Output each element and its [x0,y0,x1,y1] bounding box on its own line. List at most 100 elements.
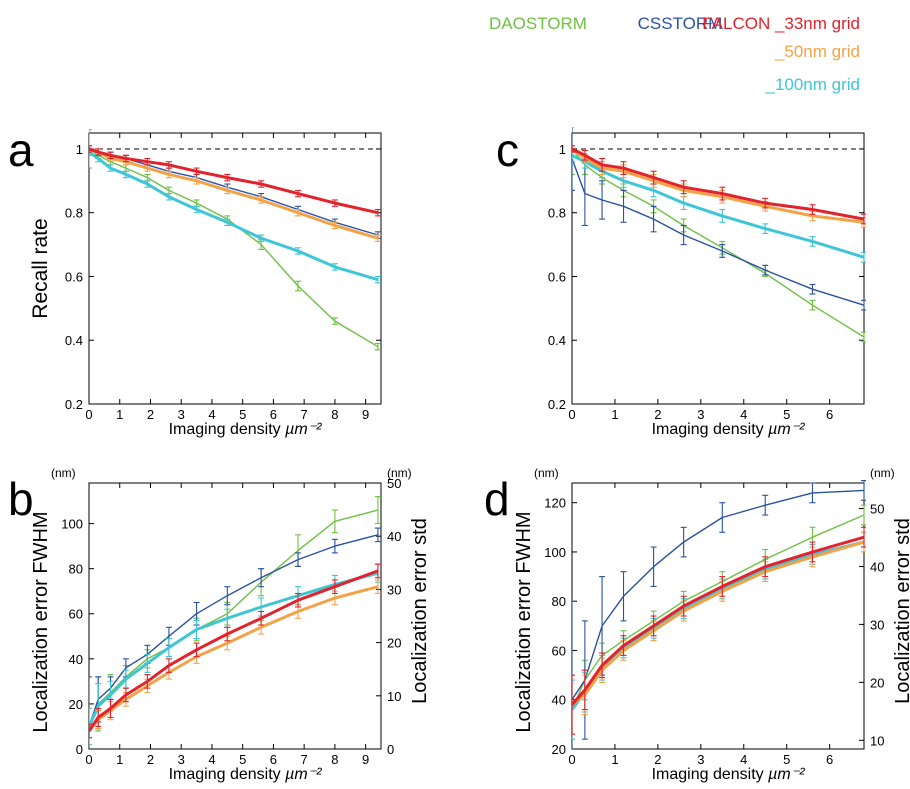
series-line [89,534,379,727]
x-tick-label: 6 [826,752,833,767]
series-daostorm [572,127,866,343]
y-tick-label: 0.8 [548,206,566,221]
y-right-tick-label: 30 [387,582,401,597]
panel-letter-a: a [8,124,34,176]
legend-falcon-33nm: FALCON _33nm grid [702,14,860,33]
x-tick-label: 5 [783,407,790,422]
x-tick-label: 8 [331,752,338,767]
x-tick-label: 0 [85,752,92,767]
legend-falcon-100nm: _100nm grid [764,75,860,94]
x-tick-label: 2 [147,752,154,767]
x-axis-label-text: Imaging density [652,421,769,438]
x-axis-unit: µm⁻² [767,421,805,438]
y-tick-label: 0.8 [65,206,83,221]
panel-letter-d: d [484,473,510,525]
series-falcon-33nm-grid [89,563,381,739]
y-right-axis-label: Localization error std [892,518,910,704]
series-line [572,147,865,224]
series-line [572,514,865,710]
legend: DAOSTORM CSSTORM FALCON _33nm grid _50nm… [489,14,860,94]
x-tick-label: 8 [331,407,338,422]
plot-frame-b [88,482,382,750]
y-tick-label: 0.2 [548,397,566,412]
legend-csstorm: CSSTORM [638,14,723,33]
series-line [572,153,865,259]
series-line [89,147,379,215]
x-tick-label: 6 [270,407,277,422]
x-tick-label: 1 [116,752,123,767]
series-line [89,571,379,728]
panel-c: 0 1 2 3 4 5 6 0.2 0.4 0.6 0.8 1 Imaging density µm⁻² [548,127,866,438]
y-axis-unit: (nm) [51,466,76,480]
x-axis-unit: µm⁻² [284,766,322,783]
x-tick-label: 0 [568,407,575,422]
y-tick-label: 1 [559,142,566,157]
x-axis-label: Imaging density µm⁻² [169,421,323,438]
series--50nm-grid [89,579,381,739]
y-tick-label: 0.4 [548,333,566,348]
x-tick-label: 4 [208,407,215,422]
x-tick-label: 0 [85,407,92,422]
x-tick-label: 4 [740,752,747,767]
y-right-tick-label: 0 [387,742,394,757]
series-line [89,150,379,282]
series-line [572,489,865,701]
y-right-tick-label: 40 [387,529,401,544]
y-right-axis-unit: (nm) [870,466,895,480]
y-axis-unit: (nm) [534,466,559,480]
y-tick-label: 0.6 [548,269,566,284]
y-tick-label: 60 [69,607,83,622]
panel-letter-b: b [8,473,34,525]
y-tick-label: 0.6 [65,269,83,284]
y-tick-label: 80 [552,594,566,609]
series-falcon-33nm-grid [89,145,381,217]
y-tick-label: 0.4 [65,333,83,348]
plot-frame-d [571,482,865,750]
plot-frame-a [88,132,382,405]
series-line [572,147,865,221]
y-tick-label: 0 [76,742,83,757]
x-axis-label-text: Imaging density [652,766,769,783]
series-group [572,127,866,343]
series-daostorm [572,504,866,740]
plot-frame-c [571,132,865,405]
y-right-tick-label: 40 [870,559,884,574]
x-tick-label: 5 [239,407,246,422]
x-axis-label: Imaging density µm⁻² [169,766,323,783]
y-tick-label: 100 [544,545,566,560]
series-daostorm [89,495,381,746]
y-right-tick-label: 20 [870,675,884,690]
x-tick-label: 4 [740,407,747,422]
y-right-tick-label: 20 [387,636,401,651]
y-tick-label: 20 [69,697,83,712]
x-tick-label: 0 [568,752,575,767]
y-right-axis-label: Localization error std [409,518,431,704]
y-right-tick-label: 30 [870,617,884,632]
x-tick-label: 3 [697,407,704,422]
panel-b: 0 1 2 3 4 5 6 7 8 9 0 20 40 60 80 100 0 10 20 30 40 50 Imaging… [30,466,431,783]
x-axis-label: Imaging density µm⁻² [652,766,806,783]
x-tick-label: 3 [697,752,704,767]
x-axis-label-text: Imaging density [169,766,286,783]
x-axis-label: Imaging density µm⁻² [652,421,806,438]
series-line [572,540,865,711]
series-line [89,585,379,732]
series-line [572,148,865,338]
series-csstorm [572,127,866,311]
x-tick-label: 7 [301,752,308,767]
series-group [89,129,381,351]
y-tick-label: 40 [552,693,566,708]
x-tick-label: 1 [611,407,618,422]
x-tick-label: 9 [362,752,369,767]
series-group [89,495,381,749]
x-tick-label: 9 [362,407,369,422]
series--100nm-grid [572,531,866,740]
x-tick-label: 5 [783,752,790,767]
y-tick-label: 120 [544,496,566,511]
series-line [572,158,865,306]
series-line [89,569,379,732]
y-tick-label: 40 [69,652,83,667]
series-line [89,148,379,348]
y-right-tick-label: 50 [870,501,884,516]
